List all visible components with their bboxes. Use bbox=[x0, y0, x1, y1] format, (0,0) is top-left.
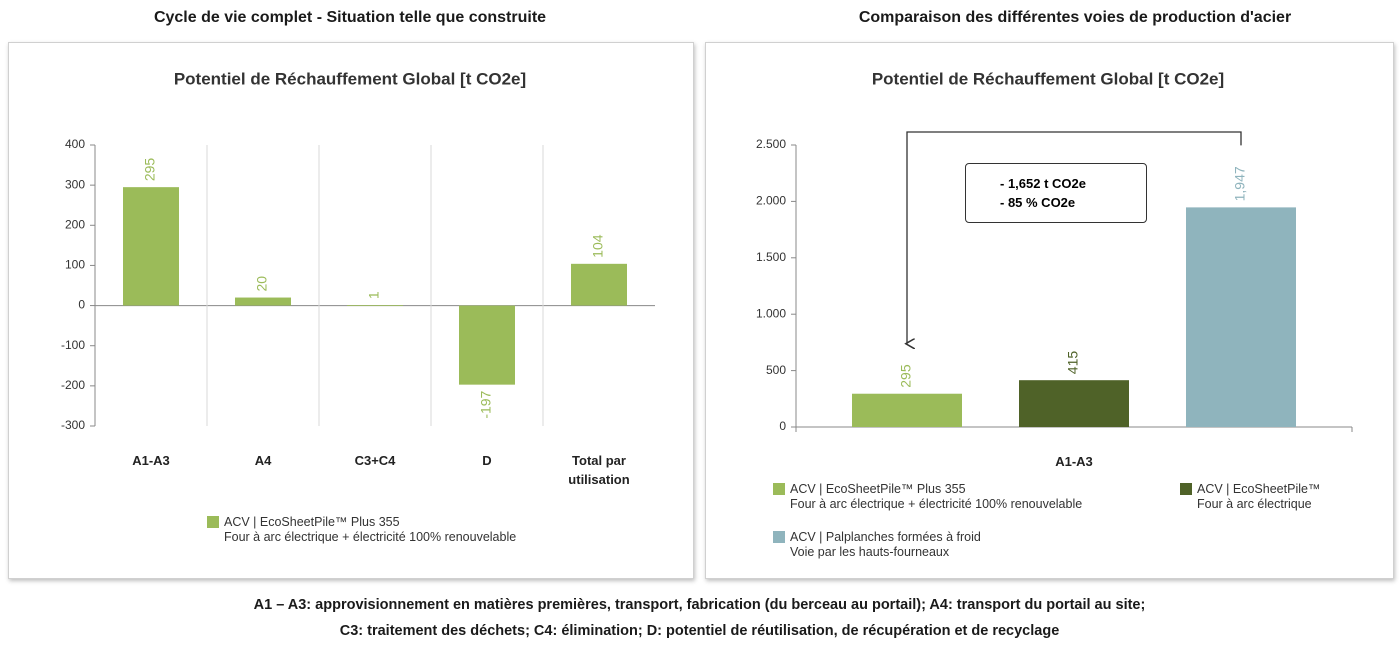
y-tick-label: 2.500 bbox=[756, 137, 786, 151]
y-tick-label: 0 bbox=[78, 298, 85, 312]
bar bbox=[235, 297, 291, 306]
value-label: 415 bbox=[1065, 351, 1081, 375]
y-tick-label: -300 bbox=[61, 418, 85, 432]
section-heading: Cycle de vie complet - Situation telle q… bbox=[153, 9, 547, 26]
bar bbox=[459, 305, 515, 385]
legend-swatch bbox=[773, 483, 785, 495]
value-label: 20 bbox=[254, 276, 270, 292]
x-tick-label: D bbox=[482, 453, 492, 468]
legend-swatch bbox=[773, 531, 785, 543]
value-label: 1,947 bbox=[1232, 166, 1248, 201]
legend-label: ACV | EcoSheetPile™ Plus 355 Four à arc … bbox=[790, 482, 1083, 511]
bar bbox=[123, 187, 179, 306]
y-tick-label: 2.000 bbox=[756, 194, 786, 208]
x-tick-label: A1-A3 bbox=[132, 453, 170, 468]
x-tick-label: Total par utilisation bbox=[568, 453, 630, 487]
left-panel bbox=[8, 42, 694, 579]
y-tick-label: 100 bbox=[65, 258, 85, 272]
chart-title: Potentiel de Réchauffement Global [t CO2… bbox=[872, 69, 1224, 88]
section-heading: Comparaison des différentes voies de pro… bbox=[858, 9, 1292, 26]
legend-swatch bbox=[1180, 483, 1192, 495]
y-tick-label: 400 bbox=[65, 137, 85, 151]
legend-label: ACV | EcoSheetPile™ Four à arc électriqu… bbox=[1197, 482, 1321, 511]
bar bbox=[571, 263, 627, 306]
y-tick-label: 500 bbox=[766, 363, 786, 377]
y-tick-label: -100 bbox=[61, 338, 85, 352]
bar bbox=[852, 393, 962, 427]
x-tick-label: A1-A3 bbox=[1055, 454, 1093, 469]
bar bbox=[1186, 207, 1296, 427]
annotation-arrow bbox=[907, 131, 1242, 344]
value-label: 295 bbox=[142, 158, 158, 182]
footnote: A1 – A3: approvisionnement en matières p… bbox=[253, 597, 1146, 613]
bar bbox=[347, 305, 403, 306]
footnote: C3: traitement des déchets; C4: éliminat… bbox=[339, 623, 1060, 639]
x-tick-label: A4 bbox=[254, 453, 272, 468]
annotation: - 1,652 t CO2e - 85 % CO2e bbox=[965, 163, 1147, 223]
value-label: 295 bbox=[898, 364, 914, 388]
y-tick-label: 1.000 bbox=[756, 306, 786, 320]
y-tick-label: 300 bbox=[65, 177, 85, 191]
legend-label: ACV | Palplanches formées à froid Voie p… bbox=[790, 530, 981, 559]
y-tick-label: 0 bbox=[779, 419, 786, 433]
value-label: 1 bbox=[366, 291, 382, 299]
y-tick-label: 1.500 bbox=[756, 250, 786, 264]
legend-label: ACV | EcoSheetPile™ Plus 355 Four à arc … bbox=[224, 515, 517, 544]
legend-swatch bbox=[207, 516, 219, 528]
y-tick-label: -200 bbox=[61, 378, 85, 392]
value-label: -197 bbox=[478, 390, 494, 418]
y-tick-label: 200 bbox=[65, 217, 85, 231]
bar bbox=[1019, 380, 1129, 427]
x-tick-label: C3+C4 bbox=[354, 453, 396, 468]
chart-title: Potentiel de Réchauffement Global [t CO2… bbox=[174, 69, 526, 88]
value-label: 104 bbox=[590, 234, 606, 258]
